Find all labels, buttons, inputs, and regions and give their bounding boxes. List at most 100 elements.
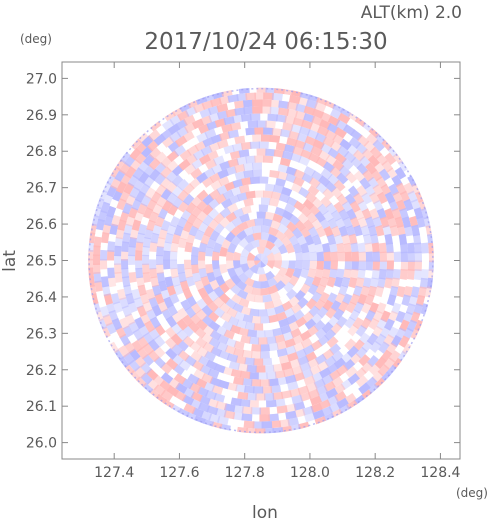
x-unit-label: (deg) (456, 486, 488, 500)
radar-cell (403, 286, 413, 298)
radar-cell (353, 225, 363, 237)
radar-cell (262, 294, 273, 303)
radar-cell (219, 207, 232, 219)
radar-cell (407, 260, 415, 271)
radar-cell (259, 379, 270, 387)
radar-cell (128, 271, 137, 283)
radar-cell (256, 253, 262, 261)
radar-cell (243, 169, 254, 179)
radar-cell (272, 298, 283, 308)
radar-cell (238, 297, 250, 308)
radar-cell (312, 409, 325, 420)
y-tick-label: 26.6 (26, 217, 57, 233)
radar-cell (209, 279, 220, 291)
y-axis: 26.0 26.1 26.2 26.3 26.4 26.5 26.6 26.7 26.8 26.9… (26, 71, 460, 452)
radar-cell (254, 92, 265, 100)
y-tick-label: 26.2 (26, 363, 57, 379)
radar-cell (350, 242, 359, 254)
radar-cell (374, 333, 387, 346)
radar-cell (346, 345, 359, 358)
radar-cell (273, 149, 285, 158)
radar-cell (419, 277, 429, 290)
radar-cell (219, 263, 228, 274)
radar-cell (270, 385, 282, 394)
radar-cell (263, 92, 274, 100)
radar-cell (292, 146, 304, 157)
radar-cell (345, 225, 356, 237)
radar-cell (216, 110, 229, 120)
radar-cell (149, 267, 158, 279)
radar-cell (386, 260, 395, 271)
radar-cell (300, 268, 310, 279)
radar-cell (128, 236, 138, 248)
radar-cell (102, 223, 112, 235)
radar-cell (357, 134, 370, 147)
radar-cell (106, 205, 117, 218)
radar-cell (380, 310, 391, 323)
radar-cell (278, 354, 290, 364)
radar-cell (237, 289, 249, 300)
radar-cell (293, 372, 306, 382)
radar-cell (239, 255, 248, 265)
radar-cell (365, 260, 373, 271)
radar-cell (320, 168, 333, 180)
radar-cell (394, 166, 407, 180)
radar-cell (302, 405, 315, 416)
radar-cell (232, 405, 244, 414)
altitude-label: ALT(km) 2.0 (361, 3, 462, 23)
radar-cell (114, 271, 123, 283)
radar-cell (372, 260, 380, 271)
radar-cell (302, 260, 310, 270)
radar-cell (294, 289, 306, 302)
radar-cell (254, 127, 265, 135)
radar-cell (164, 337, 177, 350)
radar-cell (278, 318, 290, 328)
radar-cell (135, 130, 149, 144)
radar-cell (307, 283, 319, 296)
radar-cell (272, 213, 284, 224)
radar-cell (305, 351, 317, 363)
radar-cell (321, 242, 331, 254)
radar-cell (233, 251, 242, 261)
radar-cell (163, 296, 174, 309)
radar-cell (252, 386, 264, 394)
radar-cell (258, 309, 268, 317)
radar-cell (225, 251, 235, 261)
radar-cell (230, 397, 242, 407)
radar-cell (341, 276, 351, 288)
radar-cell (416, 215, 426, 228)
radar-cell (182, 221, 194, 233)
radar-cell (136, 276, 145, 288)
radar-cell (234, 311, 246, 321)
radar-cell (259, 407, 270, 415)
radar-cell (398, 233, 408, 245)
radar-cell (252, 232, 262, 241)
radar-cell (345, 366, 358, 378)
radar-cell (233, 347, 245, 357)
radar-cell (208, 337, 221, 349)
radar-cell (232, 143, 244, 152)
radar-cell (288, 275, 300, 287)
radar-cell (335, 217, 346, 230)
radar-cell (313, 378, 326, 390)
radar-cell (293, 341, 305, 353)
radar-cell (293, 401, 306, 411)
radar-cell (148, 147, 162, 160)
radar-cell (239, 213, 250, 223)
radar-cell (314, 268, 324, 279)
radar-cell (193, 368, 206, 380)
radar-cell (282, 209, 294, 221)
radar-cell (385, 242, 394, 254)
radar-cell (209, 329, 222, 341)
radar-cell (391, 277, 400, 289)
radar-cell (178, 237, 187, 249)
radar-cell (238, 149, 250, 158)
radar-cell (225, 165, 237, 176)
radar-cell (407, 190, 418, 203)
radar-cell (240, 263, 250, 273)
radar-cell (210, 179, 223, 191)
radar-cell (349, 309, 361, 322)
radar-cell (100, 276, 110, 288)
radar-cell (265, 148, 276, 157)
radar-cell (177, 109, 190, 122)
